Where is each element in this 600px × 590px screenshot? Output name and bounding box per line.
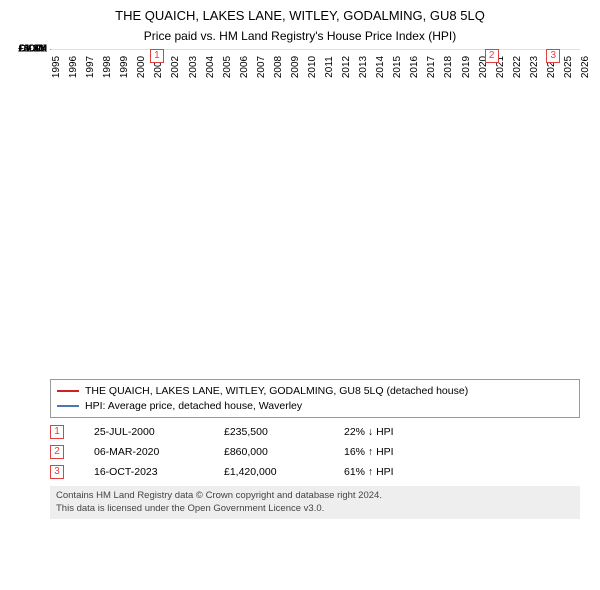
x-tick-label: 2017 bbox=[426, 56, 437, 78]
x-tick-label: 2007 bbox=[256, 56, 267, 78]
sale-marker: 1 bbox=[150, 49, 164, 63]
sale-delta: 22% ↓ HPI bbox=[344, 426, 394, 438]
sale-row: 2 06-MAR-2020 £860,000 16% ↑ HPI bbox=[50, 442, 580, 462]
y-tick-label: £1.8M bbox=[19, 43, 51, 54]
sale-row: 1 25-JUL-2000 £235,500 22% ↓ HPI bbox=[50, 422, 580, 442]
sale-marker: 3 bbox=[546, 49, 560, 63]
x-tick-label: 2012 bbox=[341, 56, 352, 78]
legend-item: THE QUAICH, LAKES LANE, WITLEY, GODALMIN… bbox=[57, 384, 573, 399]
x-tick-label: 2013 bbox=[358, 56, 369, 78]
legend: THE QUAICH, LAKES LANE, WITLEY, GODALMIN… bbox=[50, 379, 580, 418]
x-tick-label: 1996 bbox=[68, 56, 79, 78]
x-tick-label: 1998 bbox=[102, 56, 113, 78]
x-tick-label: 2014 bbox=[375, 56, 386, 78]
sale-point bbox=[142, 45, 150, 53]
chart-wrap: £0£200K£400K£600K£800K£1M£1.2M£1.4M£1.6M… bbox=[10, 49, 590, 379]
sale-number-box: 3 bbox=[50, 465, 64, 479]
chart-title: THE QUAICH, LAKES LANE, WITLEY, GODALMIN… bbox=[10, 8, 590, 25]
sale-date: 16-OCT-2023 bbox=[94, 466, 194, 478]
sale-number-box: 2 bbox=[50, 445, 64, 459]
sale-point bbox=[477, 45, 485, 53]
x-tick-label: 2006 bbox=[239, 56, 250, 78]
x-tick-label: 2005 bbox=[222, 56, 233, 78]
sale-delta: 61% ↑ HPI bbox=[344, 466, 394, 478]
legend-item: HPI: Average price, detached house, Wave… bbox=[57, 399, 573, 414]
legend-label: THE QUAICH, LAKES LANE, WITLEY, GODALMIN… bbox=[85, 384, 468, 399]
sale-price: £235,500 bbox=[224, 426, 314, 438]
sale-date: 06-MAR-2020 bbox=[94, 446, 194, 458]
x-tick-label: 2018 bbox=[443, 56, 454, 78]
x-tick-label: 2022 bbox=[512, 56, 523, 78]
sale-row: 3 16-OCT-2023 £1,420,000 61% ↑ HPI bbox=[50, 462, 580, 482]
sales-table: 1 25-JUL-2000 £235,500 22% ↓ HPI 2 06-MAR-202… bbox=[50, 422, 580, 482]
footnote-line-1: Contains HM Land Registry data © Crown c… bbox=[56, 490, 574, 502]
sale-number-box: 1 bbox=[50, 425, 64, 439]
x-tick-label: 2026 bbox=[580, 56, 591, 78]
x-tick-label: 2004 bbox=[205, 56, 216, 78]
x-tick-label: 1997 bbox=[85, 56, 96, 78]
x-tick-label: 2015 bbox=[392, 56, 403, 78]
chart-subtitle: Price paid vs. HM Land Registry's House … bbox=[10, 29, 590, 43]
x-tick-label: 2016 bbox=[409, 56, 420, 78]
sale-point bbox=[538, 45, 546, 53]
sale-delta: 16% ↑ HPI bbox=[344, 446, 394, 458]
chart-plot-area: £0£200K£400K£600K£800K£1M£1.2M£1.4M£1.6M… bbox=[50, 49, 580, 50]
sale-marker: 2 bbox=[485, 49, 499, 63]
legend-label: HPI: Average price, detached house, Wave… bbox=[85, 399, 302, 414]
x-tick-label: 2008 bbox=[273, 56, 284, 78]
x-tick-label: 2011 bbox=[324, 56, 335, 78]
sale-date: 25-JUL-2000 bbox=[94, 426, 194, 438]
x-tick-label: 2002 bbox=[170, 56, 181, 78]
legend-swatch bbox=[57, 390, 79, 392]
footnote-line-2: This data is licensed under the Open Gov… bbox=[56, 503, 574, 515]
x-tick-label: 2025 bbox=[563, 56, 574, 78]
x-tick-label: 2003 bbox=[188, 56, 199, 78]
sale-price: £860,000 bbox=[224, 446, 314, 458]
footnote: Contains HM Land Registry data © Crown c… bbox=[50, 486, 580, 519]
legend-swatch bbox=[57, 405, 79, 407]
x-tick-label: 1999 bbox=[119, 56, 130, 78]
x-tick-label: 2019 bbox=[461, 56, 472, 78]
x-tick-label: 2023 bbox=[529, 56, 540, 78]
x-tick-label: 2000 bbox=[136, 56, 147, 78]
sale-price: £1,420,000 bbox=[224, 466, 314, 478]
x-tick-label: 1995 bbox=[51, 56, 62, 78]
x-tick-label: 2010 bbox=[307, 56, 318, 78]
x-tick-label: 2009 bbox=[290, 56, 301, 78]
